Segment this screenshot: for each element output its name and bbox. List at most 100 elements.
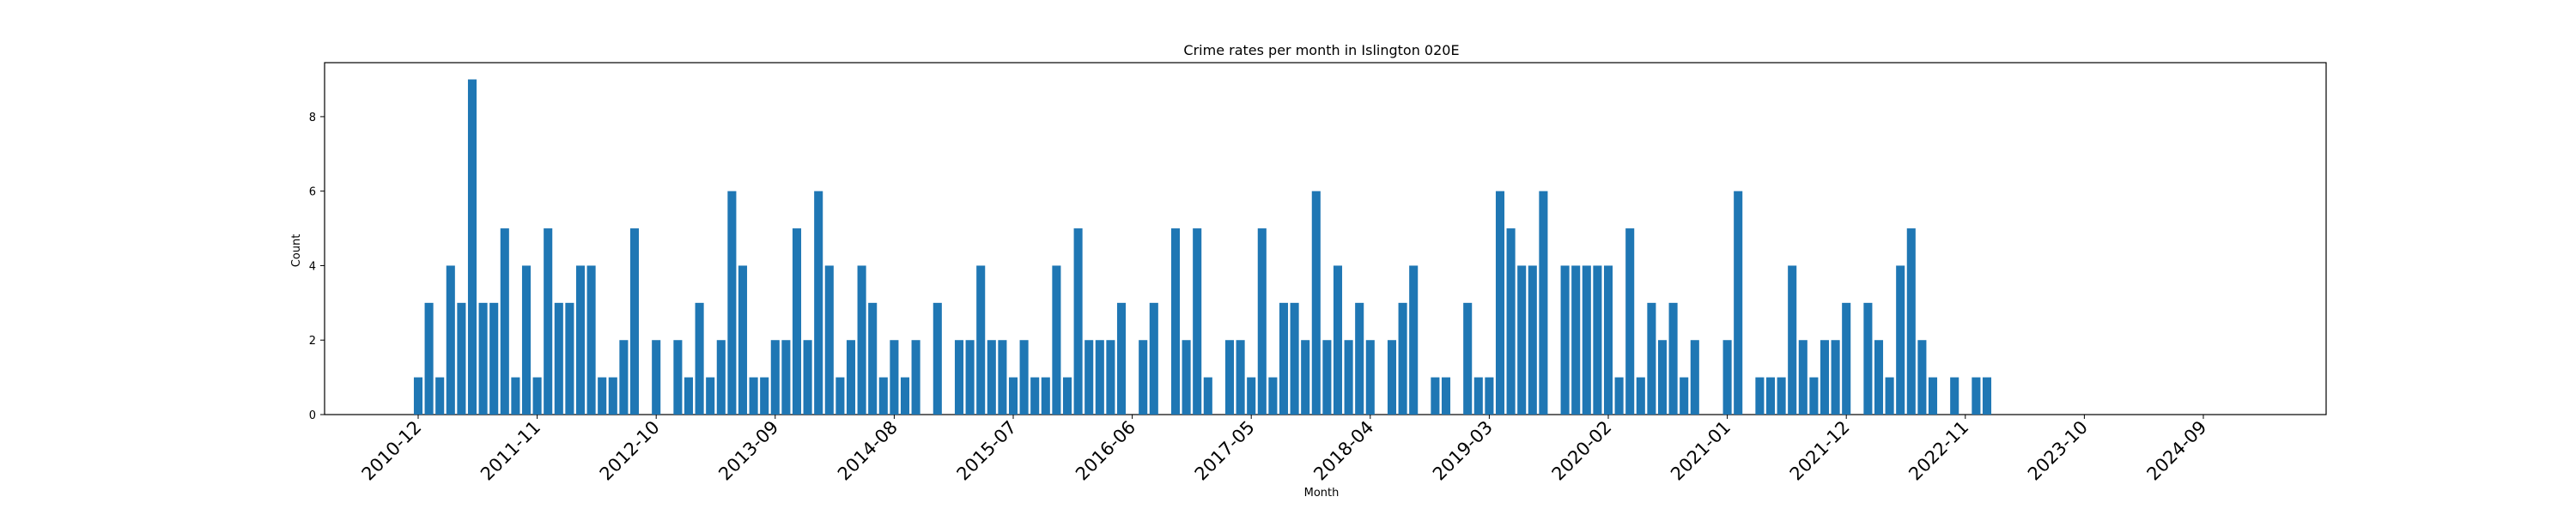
bar xyxy=(1182,340,1191,415)
chart-title: Crime rates per month in Islington 020E xyxy=(1183,42,1459,58)
x-tick-label: 2018-04 xyxy=(1309,417,1377,485)
x-tick-label: 2013-09 xyxy=(714,417,782,485)
bar xyxy=(521,265,532,415)
bar xyxy=(1734,191,1743,415)
bar xyxy=(1495,191,1505,415)
bar xyxy=(1560,265,1570,415)
bar xyxy=(413,377,423,415)
bar xyxy=(695,302,704,415)
y-axis: 0 2 4 6 8 xyxy=(309,112,325,422)
bar xyxy=(1636,377,1645,415)
bar xyxy=(706,377,715,415)
bar xyxy=(1344,340,1353,415)
bar xyxy=(1290,302,1299,415)
bar xyxy=(1917,340,1927,415)
y-tick-label: 2 xyxy=(309,335,316,348)
y-tick-label: 6 xyxy=(309,186,316,199)
bar xyxy=(1680,377,1689,415)
bar xyxy=(1279,302,1289,415)
bar xyxy=(1463,302,1473,415)
bar xyxy=(1333,265,1343,415)
bar xyxy=(1777,377,1786,415)
bar xyxy=(792,228,802,415)
bar xyxy=(1765,377,1776,415)
bar xyxy=(608,377,617,415)
bar xyxy=(760,377,769,415)
x-tick-label: 2017-05 xyxy=(1191,417,1259,485)
bar xyxy=(835,377,845,415)
bar xyxy=(1398,302,1407,415)
bar xyxy=(1603,265,1613,415)
bar xyxy=(565,302,574,415)
bar xyxy=(1950,377,1959,415)
x-tick-label: 2012-10 xyxy=(596,417,664,485)
bar xyxy=(814,191,823,415)
bar xyxy=(1842,302,1851,415)
bar xyxy=(1885,377,1894,415)
bar xyxy=(857,265,866,415)
x-axis: 2010-12 2011-11 2012-10 2013-09 2014-08 2015-… xyxy=(358,415,2211,485)
bar xyxy=(1971,377,1981,415)
bar xyxy=(1874,340,1884,415)
bar xyxy=(1095,340,1104,415)
bar xyxy=(1614,377,1624,415)
bar xyxy=(976,265,986,415)
bar xyxy=(1008,377,1018,415)
bar xyxy=(1387,340,1397,415)
bar xyxy=(738,265,748,415)
bar xyxy=(1322,340,1332,415)
bar xyxy=(1473,377,1483,415)
bar xyxy=(1149,302,1158,415)
y-tick-label: 0 xyxy=(309,409,316,422)
bar xyxy=(1722,340,1732,415)
bar xyxy=(1247,377,1256,415)
bar xyxy=(489,302,499,415)
bar xyxy=(1928,377,1938,415)
bar xyxy=(770,340,780,415)
bar xyxy=(1647,302,1656,415)
bar xyxy=(1571,265,1581,415)
bar xyxy=(727,191,737,415)
bar xyxy=(1106,340,1115,415)
bar xyxy=(998,340,1007,415)
bar xyxy=(554,302,563,415)
bar xyxy=(954,340,964,415)
bar xyxy=(1831,340,1840,415)
bar xyxy=(1030,377,1040,415)
bar xyxy=(1139,340,1148,415)
bar xyxy=(781,340,791,415)
bar xyxy=(1311,191,1321,415)
x-tick-label: 2023-10 xyxy=(2024,417,2092,485)
bar xyxy=(544,228,553,415)
y-tick-label: 4 xyxy=(309,260,316,273)
bar xyxy=(598,377,607,415)
bar xyxy=(890,340,899,415)
bar xyxy=(457,302,466,415)
bars xyxy=(413,79,1992,415)
bar xyxy=(1268,377,1278,415)
bar xyxy=(824,265,834,415)
bar xyxy=(683,377,694,415)
bar xyxy=(1409,265,1419,415)
bar xyxy=(1236,340,1245,415)
bar xyxy=(1798,340,1807,415)
bar xyxy=(1668,302,1678,415)
x-tick-label: 2010-12 xyxy=(358,417,426,485)
bar xyxy=(500,228,509,415)
bar xyxy=(1506,228,1516,415)
bar xyxy=(673,340,683,415)
bar xyxy=(1517,265,1527,415)
bar xyxy=(878,377,888,415)
bar xyxy=(1062,377,1072,415)
x-tick-label: 2011-11 xyxy=(477,417,544,485)
y-tick-label: 8 xyxy=(309,112,316,124)
bar xyxy=(1485,377,1494,415)
x-tick-label: 2019-03 xyxy=(1429,417,1497,485)
bar xyxy=(1863,302,1873,415)
x-tick-label: 2021-01 xyxy=(1667,417,1735,485)
bar xyxy=(652,340,661,415)
bar xyxy=(1690,340,1699,415)
x-tick-label: 2020-02 xyxy=(1548,417,1616,485)
bar xyxy=(965,340,975,415)
